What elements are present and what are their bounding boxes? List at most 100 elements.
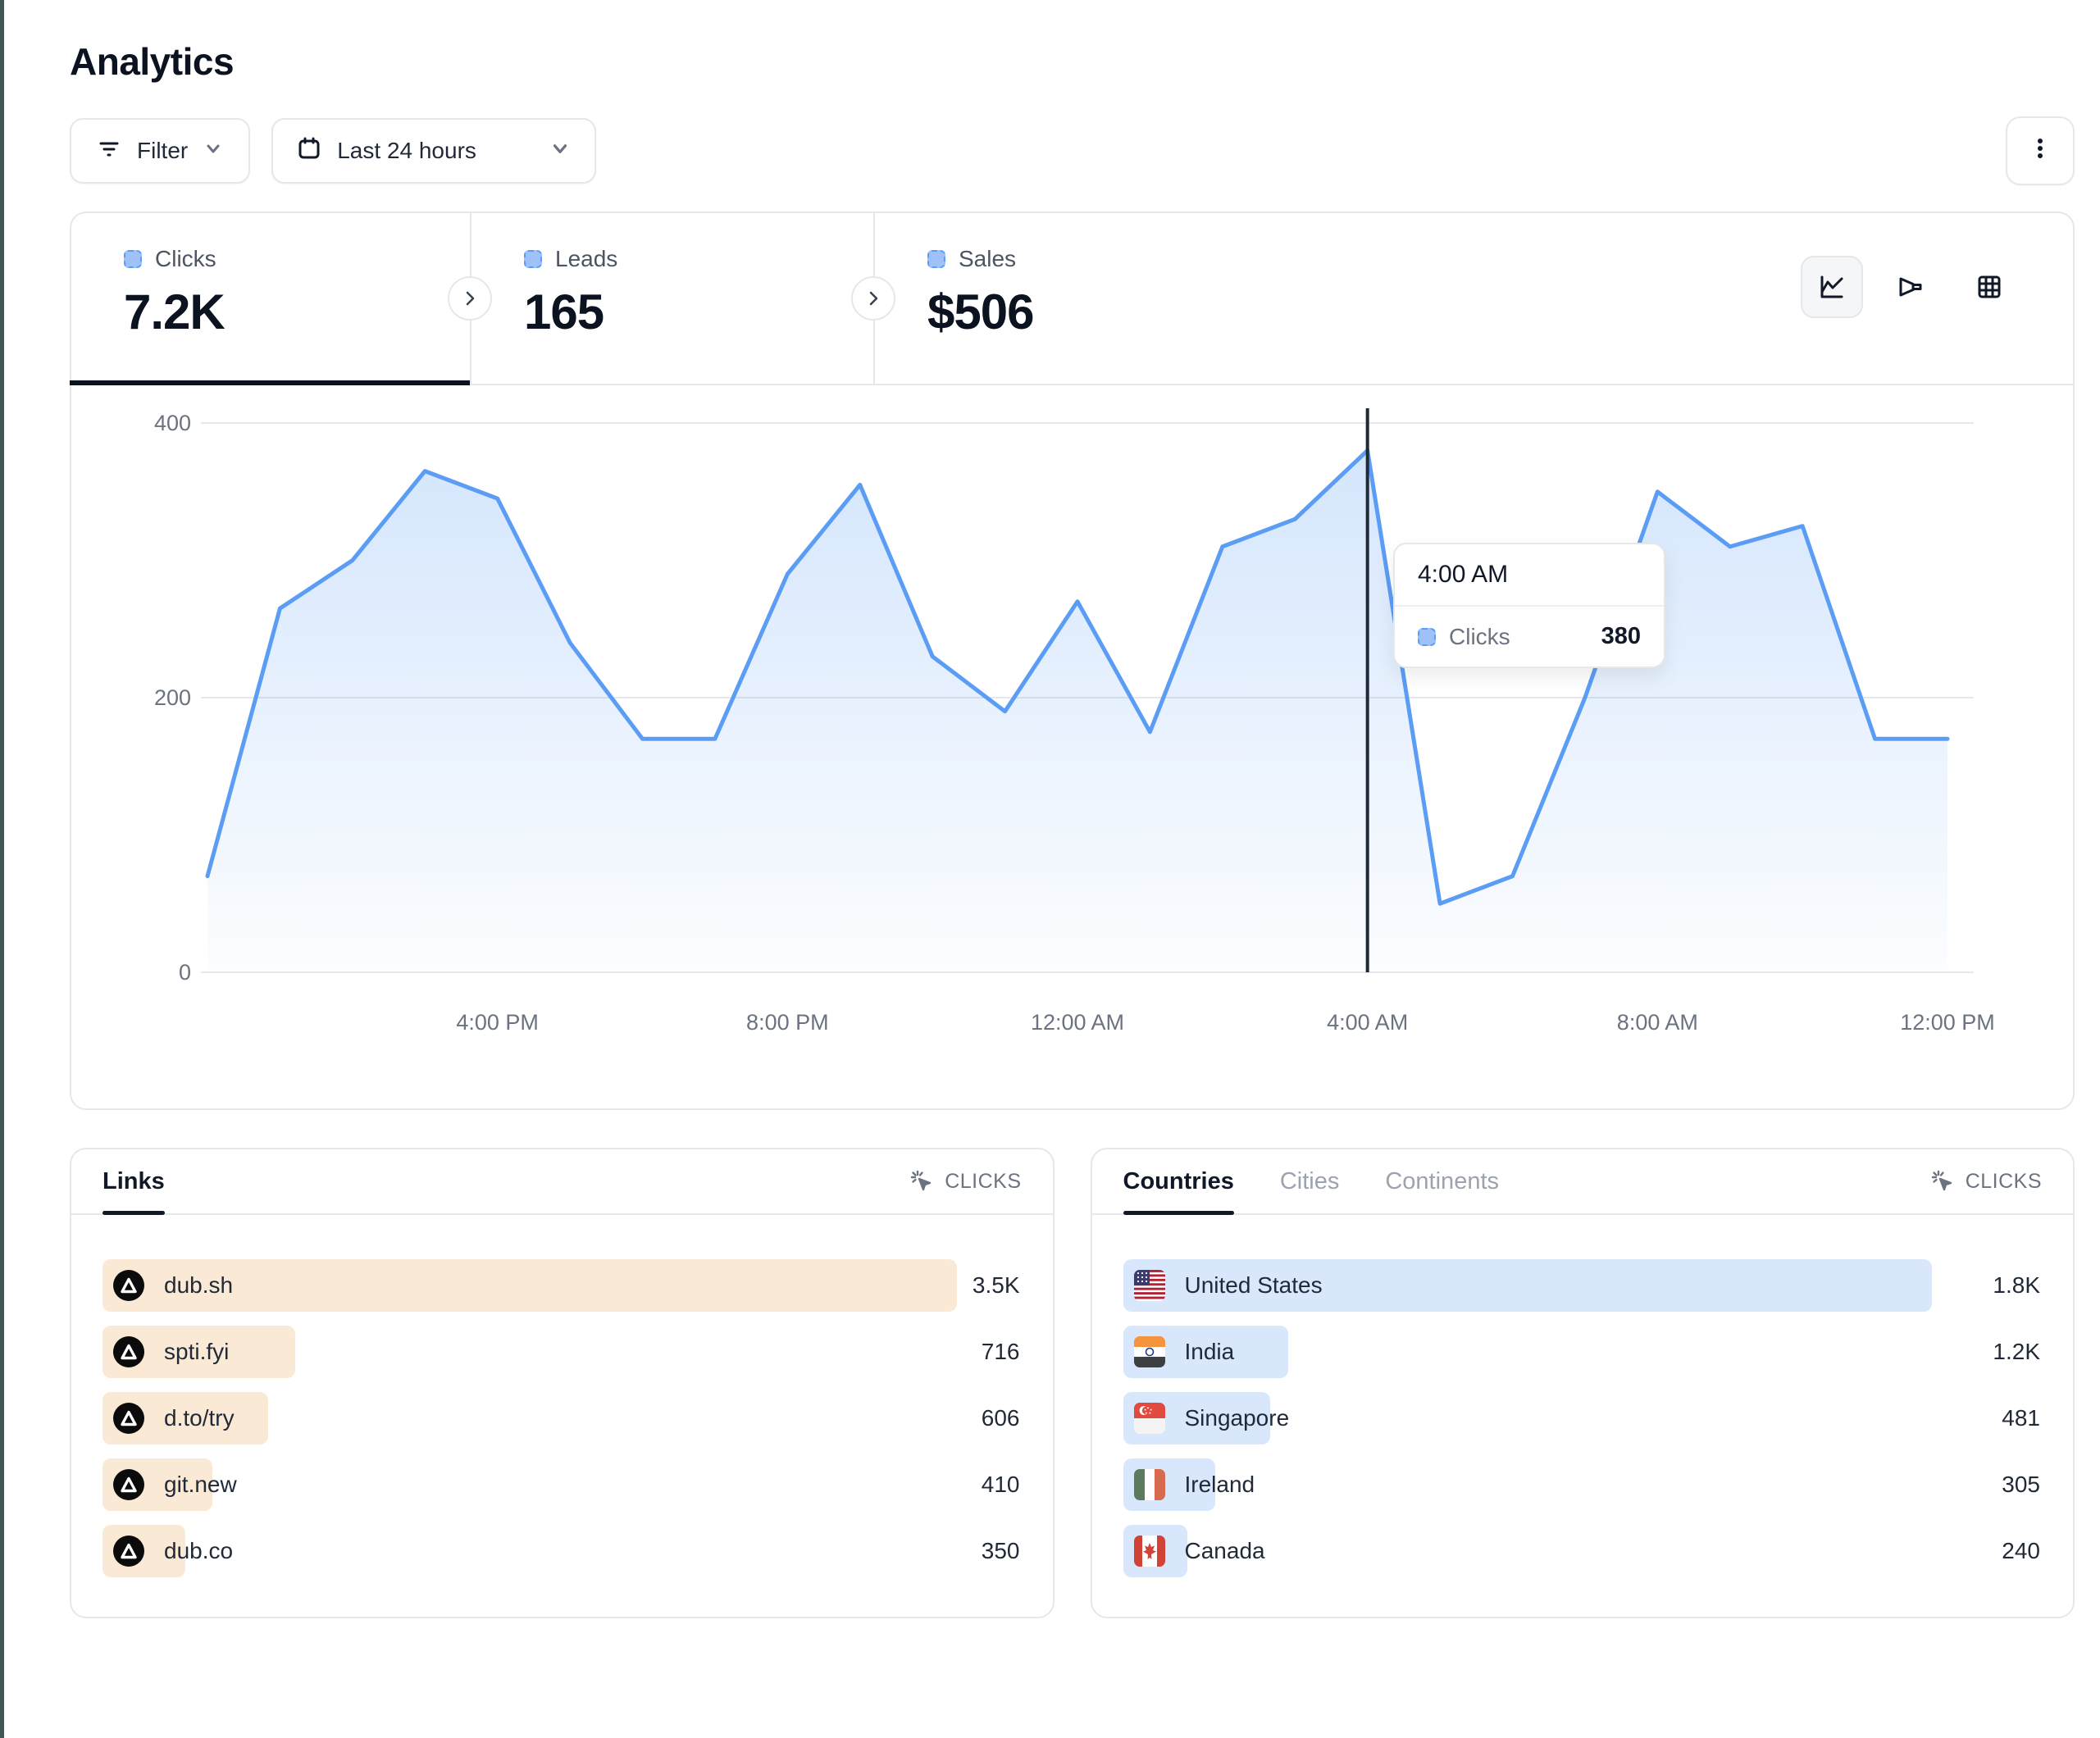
link-row[interactable]: git.new 410: [102, 1458, 1022, 1511]
date-range-button[interactable]: Last 24 hours: [271, 118, 597, 184]
tab-links-label: Links: [102, 1167, 165, 1194]
link-row[interactable]: dub.co 350: [102, 1525, 1022, 1577]
chevron-right-icon: [466, 291, 475, 306]
toolbar: Filter Last 24 hours: [70, 116, 2075, 185]
cursor-click-icon: [910, 1170, 932, 1191]
filter-button-label: Filter: [137, 138, 189, 163]
link-label: dub.co: [164, 1538, 234, 1563]
tooltip-series-label: Clicks: [1449, 623, 1510, 649]
clicks-legend-swatch: [124, 250, 142, 268]
country-row[interactable]: United States 1.8K: [1123, 1259, 2043, 1312]
country-clicks-value: 1.8K: [1993, 1272, 2040, 1298]
tab-countries[interactable]: Countries: [1123, 1149, 1235, 1215]
funnel-chart-icon: [1899, 277, 1922, 297]
leads-legend-swatch: [524, 250, 542, 268]
clicks-area-chart[interactable]: 0 200 400 4:00 PM 8:00 PM 12:00 AM 4:00 AM 8:00…: [71, 385, 2073, 1074]
dub-logo-icon: [113, 1469, 144, 1500]
x-axis-label: 12:00 PM: [1900, 1010, 1995, 1035]
chart-view-toggle: [1801, 256, 2020, 318]
country-label: United States: [1184, 1272, 1323, 1298]
country-row[interactable]: Canada 240: [1123, 1525, 2043, 1577]
geo-tabs: Countries Cities Continents: [1123, 1149, 1500, 1215]
link-label: spti.fyi: [164, 1339, 230, 1364]
ie-flag-icon: [1133, 1469, 1165, 1500]
tab-leads[interactable]: Leads 165: [470, 213, 873, 384]
leads-value: 165: [524, 284, 604, 339]
dub-logo-icon: [113, 1336, 144, 1367]
links-metric-label: CLICKS: [945, 1169, 1022, 1193]
table-view-button[interactable]: [1958, 256, 2020, 318]
link-clicks-value: 606: [981, 1405, 1020, 1431]
page-title: Analytics: [70, 40, 235, 83]
analytics-card: Clicks 7.2K Leads 165 Sales $506: [70, 212, 2075, 1110]
dub-logo-icon: [113, 1270, 144, 1301]
country-row[interactable]: Ireland 305: [1123, 1458, 2043, 1511]
dub-logo-icon: [113, 1536, 144, 1567]
country-clicks-value: 305: [2002, 1472, 2040, 1497]
link-label: d.to/try: [164, 1405, 235, 1431]
kebab-menu-icon: [2026, 134, 2054, 168]
next-stat-button[interactable]: [448, 276, 492, 321]
leads-label: Leads: [555, 246, 618, 271]
link-row[interactable]: spti.fyi 716: [102, 1326, 1022, 1378]
clicks-value: 7.2K: [124, 284, 225, 339]
link-clicks-value: 716: [981, 1339, 1020, 1364]
country-label: India: [1184, 1339, 1235, 1364]
us-flag-icon: [1133, 1270, 1165, 1301]
country-bar: [1123, 1259, 1932, 1312]
more-options-button[interactable]: [2006, 116, 2075, 185]
cursor-click-icon: [1931, 1170, 1952, 1191]
ca-flag-icon: [1133, 1536, 1165, 1567]
x-axis-label: 4:00 AM: [1327, 1010, 1408, 1035]
date-range-label: Last 24 hours: [337, 138, 476, 163]
country-clicks-value: 1.2K: [1993, 1339, 2040, 1364]
sales-legend-swatch: [927, 250, 945, 268]
tab-cities[interactable]: Cities: [1279, 1167, 1340, 1194]
link-label: dub.sh: [164, 1272, 234, 1298]
country-label: Singapore: [1184, 1405, 1290, 1431]
next-stat-button[interactable]: [851, 276, 895, 321]
clicks-label: Clicks: [155, 246, 216, 271]
link-clicks-value: 410: [981, 1472, 1020, 1497]
link-row[interactable]: dub.sh 3.5K: [102, 1259, 1022, 1312]
country-label: Canada: [1184, 1538, 1265, 1563]
analytics-page: Analytics Filter Last 24 hours: [4, 0, 2100, 1618]
links-rows: dub.sh 3.5K spti.fyi 716 d.to/try 606 git.new 4…: [71, 1215, 1053, 1577]
y-axis-label: 0: [179, 960, 191, 985]
geo-rows: United States 1.8K India 1.2K Singapore 481 Ir…: [1092, 1215, 2074, 1577]
chevron-right-icon: [869, 291, 878, 306]
link-clicks-value: 350: [981, 1538, 1020, 1563]
tab-links[interactable]: Links: [102, 1149, 165, 1215]
in-flag-icon: [1133, 1336, 1165, 1367]
country-row[interactable]: Singapore 481: [1123, 1392, 2043, 1445]
country-clicks-value: 481: [2002, 1405, 2040, 1431]
funnel-chart-view-button[interactable]: [1879, 256, 1942, 318]
link-row[interactable]: d.to/try 606: [102, 1392, 1022, 1445]
tooltip-time: 4:00 AM: [1395, 544, 1664, 607]
line-chart-view-button[interactable]: [1801, 256, 1863, 318]
area-fill: [207, 450, 1947, 972]
filter-lines-icon: [96, 135, 122, 167]
country-label: Ireland: [1184, 1472, 1255, 1497]
y-axis-label: 400: [154, 411, 191, 435]
x-axis-label: 8:00 PM: [746, 1010, 829, 1035]
geo-metric-selector[interactable]: CLICKS: [1929, 1168, 2042, 1194]
tab-continents[interactable]: Continents: [1385, 1167, 1500, 1194]
chart-canvas[interactable]: 0 200 400 4:00 PM 8:00 PM 12:00 AM 4:00 AM 8:00…: [71, 385, 2073, 1074]
sales-value: $506: [927, 284, 1034, 339]
links-metric-selector[interactable]: CLICKS: [909, 1168, 1021, 1194]
chart-tooltip: 4:00 AM Clicks 380: [1393, 543, 1665, 668]
grid-table-icon: [1978, 275, 2001, 298]
countries-panel: Countries Cities Continents CLICKS United …: [1090, 1148, 2075, 1618]
stats-row: Clicks 7.2K Leads 165 Sales $506: [70, 213, 2073, 385]
chevron-down-icon: [203, 138, 224, 165]
chevron-down-icon: [549, 137, 572, 166]
x-axis-label: 12:00 AM: [1031, 1010, 1124, 1035]
links-panel: Links CLICKS dub.sh 3.5K spti.fyi 716 d.to/t…: [70, 1148, 1055, 1618]
country-row[interactable]: India 1.2K: [1123, 1326, 2043, 1378]
filter-button[interactable]: Filter: [70, 118, 251, 184]
x-axis-label: 4:00 PM: [456, 1010, 539, 1035]
link-bar: [102, 1259, 958, 1312]
tab-clicks[interactable]: Clicks 7.2K: [70, 213, 470, 385]
tooltip-legend-swatch: [1418, 627, 1436, 646]
